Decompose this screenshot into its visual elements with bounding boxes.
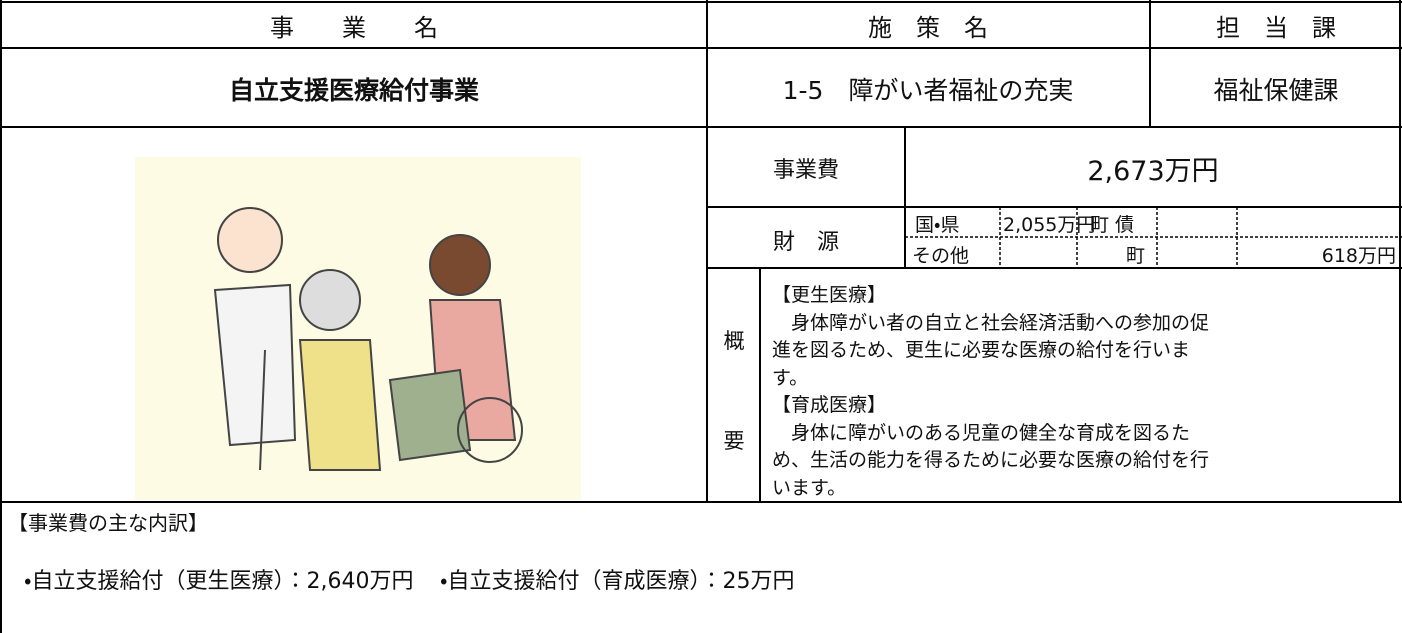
funding-cell: 618万円 xyxy=(1321,245,1396,267)
policy: 1-5 障がい者福祉の充実 xyxy=(782,76,1074,105)
summary-line: います。 xyxy=(772,476,847,499)
illustration xyxy=(213,207,523,471)
summary-text: 【更生医療】 身体障がい者の自立と社会経済活動への参加の促 進を図るため、更生に必… xyxy=(772,282,1209,502)
funding-cell: その他 xyxy=(912,245,970,267)
funding-label: 財 源 xyxy=(772,230,840,255)
header-label: 担 当 課 xyxy=(1216,14,1336,42)
summary-line: 身体障がい者の自立と社会経済活動への参加の促 xyxy=(772,311,1210,334)
header-label: 事 業 名 xyxy=(270,14,438,42)
summary-line: 進を図るため、更生に必要な医療の給付を行いま xyxy=(772,339,1191,361)
breakdown-heading: 【事業費の主な内訳】 xyxy=(8,511,208,535)
summary-label: 概 xyxy=(723,329,745,353)
breakdown-item: ・自立支援給付（更生医療）：2,640万円 xyxy=(24,569,414,594)
cost-label: 事業費 xyxy=(772,158,840,183)
business-name: 自立支援医療給付事業 xyxy=(228,76,480,105)
funding-cell: 2,055万円 xyxy=(1003,214,1096,236)
summary-line: 【育成医療】 xyxy=(772,394,887,416)
summary-line: 【更生医療】 xyxy=(772,284,887,306)
summary-label: 要 xyxy=(723,429,745,453)
funding-cell: 国・県 xyxy=(915,214,960,236)
breakdown-item: ・自立支援給付（育成医療）：25万円 xyxy=(440,569,795,594)
funding-cell: 町 xyxy=(1126,245,1146,267)
header-label: 施 策 名 xyxy=(868,14,988,42)
summary-line: 身体に障がいのある児童の健全な育成を図るた xyxy=(772,421,1191,444)
cost-value: 2,673万円 xyxy=(1087,156,1219,187)
summary-line: す。 xyxy=(772,366,809,389)
department: 福祉保健課 xyxy=(1213,76,1339,105)
summary-line: め、生活の能力を得るために必要な医療の給付を行 xyxy=(772,449,1210,471)
funding-cell: 町 債 xyxy=(1090,214,1135,236)
